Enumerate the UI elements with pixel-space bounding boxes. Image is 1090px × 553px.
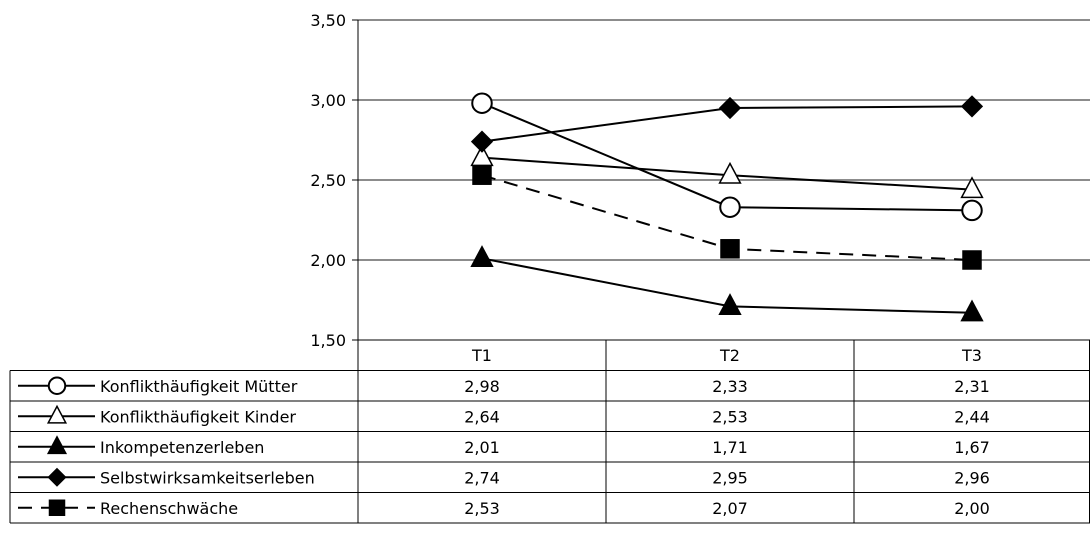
data-point (470, 130, 494, 153)
legend-marker (46, 404, 68, 424)
series-4 (472, 165, 982, 270)
y-tick-label: 3,50 (310, 11, 346, 30)
table-cell-value: 2,95 (712, 468, 748, 487)
y-tick-label: 2,00 (310, 251, 346, 270)
data-table: T1 T2 T3 Konflikthäufigkeit Mütter 2,98 2,33 2… (9, 339, 1090, 524)
x-category-label: T3 (961, 346, 982, 365)
table-cell-value: 2,98 (464, 377, 500, 396)
x-category-label: T1 (471, 346, 492, 365)
legend-marker (47, 467, 67, 487)
data-point (960, 299, 984, 322)
legend-label: Konflikthäufigkeit Mütter (100, 377, 298, 396)
legend-marker (47, 376, 67, 395)
table-cell-value: 2,44 (954, 407, 990, 426)
data-point (719, 196, 741, 218)
y-axis: 1,50 2,00 2,50 3,00 3,50 (310, 11, 359, 350)
table-cell-value: 2,74 (464, 468, 500, 487)
x-category-label: T2 (719, 346, 740, 365)
data-point (961, 199, 983, 222)
y-tick-label: 3,00 (310, 91, 346, 110)
series-lines (470, 92, 984, 322)
y-tick-label: 1,50 (310, 331, 346, 350)
legend-marker (48, 499, 66, 516)
table-cell-value: 1,71 (712, 438, 748, 457)
legend-label: Konflikthäufigkeit Kinder (100, 407, 296, 426)
table-cell-value: 2,01 (464, 438, 500, 457)
gridlines (358, 19, 1090, 261)
series-line (481, 102, 973, 212)
data-point (960, 176, 984, 199)
series-1 (470, 144, 984, 199)
legend-label: Inkompetenzerleben (100, 438, 264, 457)
table-cell-value: 2,31 (954, 377, 990, 396)
legend-marker (46, 435, 68, 455)
data-point (960, 95, 984, 118)
legend-label: Selbstwirksamkeitserleben (100, 468, 315, 487)
table-cell-value: 2,64 (464, 407, 500, 426)
table-cell-value: 1,67 (954, 438, 990, 457)
data-point (720, 239, 740, 259)
series-2 (470, 245, 984, 322)
table-cell-value: 2,07 (712, 499, 748, 518)
data-point (718, 161, 742, 184)
legend-label: Rechenschwäche (100, 499, 238, 518)
table-cell-value: 2,33 (712, 377, 748, 396)
y-tick-label: 2,50 (310, 171, 346, 190)
table-cell-value: 2,53 (712, 407, 748, 426)
data-point (962, 250, 982, 270)
data-point (470, 245, 494, 267)
series-3 (470, 95, 984, 153)
data-point (472, 165, 492, 185)
table-cell-value: 2,96 (954, 468, 990, 487)
data-point (471, 92, 493, 114)
table-cell-value: 2,53 (464, 499, 500, 518)
data-point (718, 293, 742, 315)
series-0 (471, 92, 983, 222)
data-point (718, 96, 742, 120)
table-cell-value: 2,00 (954, 499, 990, 518)
data-point (470, 144, 494, 167)
